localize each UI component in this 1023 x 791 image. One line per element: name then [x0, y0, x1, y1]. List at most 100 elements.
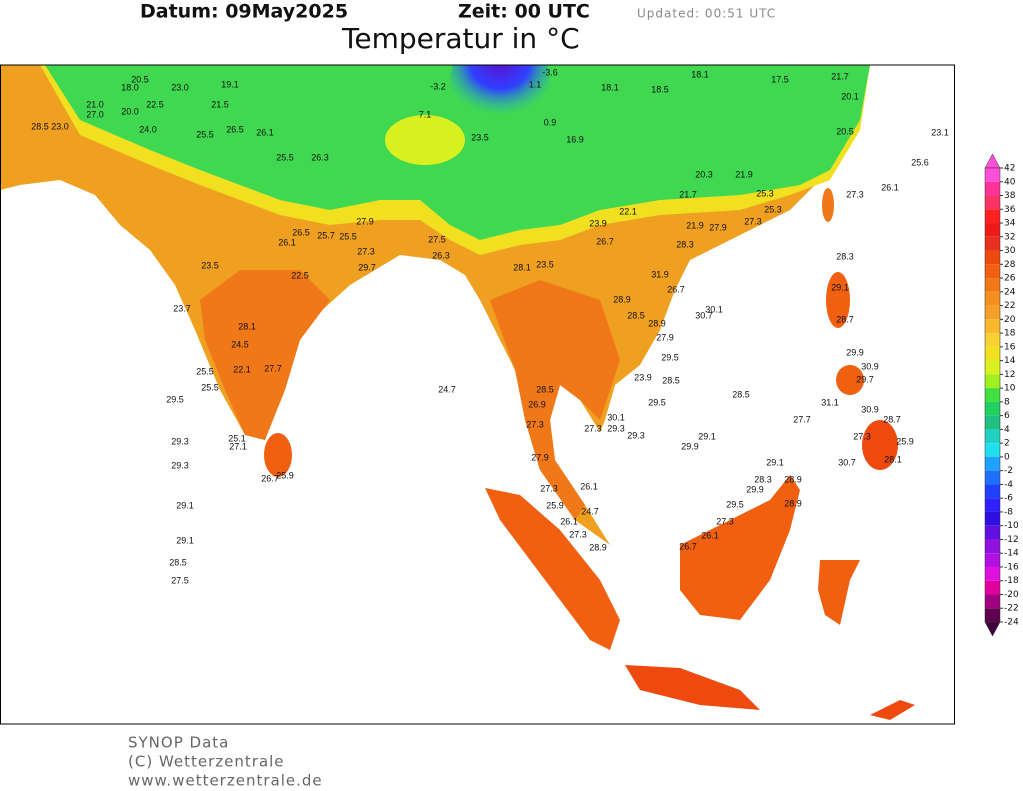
- warm-zone: [490, 280, 620, 520]
- station-reading: 20.0: [121, 106, 139, 116]
- station-reading: 27.3: [526, 419, 544, 429]
- station-reading: 29.5: [661, 352, 679, 362]
- station-reading: 26.7: [667, 284, 685, 294]
- station-reading: 25.9: [546, 500, 564, 510]
- station-reading: 28.3: [754, 474, 772, 484]
- stations: 20.518.0 23.0 19.121.0 22.527.0 20.021.528.5…: [31, 67, 949, 585]
- island: [870, 700, 915, 720]
- updated: Updated: 00:51 UTC: [637, 7, 776, 21]
- colorbar-segment: [985, 168, 1000, 182]
- station-reading: 26.5: [292, 227, 310, 237]
- colorbar-label: -8: [1004, 507, 1013, 517]
- station-reading: 27.5: [171, 575, 189, 585]
- colorbar-segment: [985, 360, 1000, 375]
- colorbar-segment: [985, 429, 1000, 444]
- colorbar-label: 38: [1004, 191, 1016, 201]
- colorbar-segment: [985, 278, 1000, 292]
- station-reading: 27.7: [264, 363, 282, 373]
- station-reading: 21.9: [735, 169, 753, 179]
- station-reading: 30.9: [861, 404, 879, 414]
- station-reading: 27.7: [793, 414, 811, 424]
- station-reading: 27.3: [357, 246, 375, 256]
- station-reading: 23.5: [201, 260, 219, 270]
- colorbar-label: 18: [1004, 329, 1016, 339]
- colorbar-label: 26: [1004, 274, 1016, 284]
- station-reading: 29.1: [698, 431, 716, 441]
- station-reading: 23.5: [536, 259, 554, 269]
- colorbar-label: 12: [1004, 370, 1015, 380]
- colorbar-segment: [985, 291, 1000, 306]
- station-reading: 24.0: [139, 124, 157, 134]
- sulawesi: [818, 560, 860, 625]
- station-reading: 29.5: [166, 394, 184, 404]
- colorbar-label: -24: [1004, 618, 1019, 628]
- colorbar-segment: [985, 333, 1000, 347]
- colorbar-segment: [985, 594, 1000, 609]
- station-reading: 27.5: [428, 234, 446, 244]
- colorbar-label: 22: [1004, 301, 1015, 311]
- station-reading: 29.3: [171, 460, 189, 470]
- station-reading: 22.1: [619, 206, 637, 216]
- station-reading: 28.5: [662, 375, 680, 385]
- station-reading: 23.7: [173, 303, 191, 313]
- station-reading: 28.9: [613, 294, 631, 304]
- station-reading: 27.9: [531, 452, 549, 462]
- colorbar-segment: [985, 388, 1000, 402]
- colorbar-label: -18: [1004, 576, 1019, 586]
- station-reading: -3.6: [542, 67, 558, 77]
- colorbar-label: 42: [1004, 164, 1015, 174]
- colorbar-label: 8: [1004, 397, 1010, 407]
- station-reading: 28.1: [884, 454, 902, 464]
- station-reading: 25.9: [896, 436, 914, 446]
- station-reading: 30.7: [695, 310, 713, 320]
- station-reading: 28.5: [169, 557, 187, 567]
- colorbar-segment: [985, 223, 1000, 237]
- station-reading: 22.1: [233, 364, 251, 374]
- footer-source: SYNOP Data: [128, 734, 229, 752]
- station-reading: 25.5: [339, 231, 357, 241]
- station-reading: 1.1: [529, 79, 542, 89]
- station-reading: 29.7: [856, 374, 874, 384]
- station-reading: 25.3: [764, 204, 782, 214]
- station-reading: 29.1: [176, 500, 194, 510]
- colorbar-segment: [985, 608, 1000, 622]
- footer-copyright: (C) Wetterzentrale: [128, 753, 285, 771]
- station-reading: 26.7: [596, 236, 614, 246]
- cold-zone: [450, 65, 550, 125]
- colorbar-segment: [985, 443, 1000, 457]
- colorbar-tip: [984, 621, 1001, 637]
- station-reading: 23.1: [931, 127, 949, 137]
- colorbar-label: -2: [1004, 466, 1013, 476]
- station-reading: 20.3: [695, 169, 713, 179]
- station-reading: 26.1: [580, 481, 598, 491]
- station-reading: 25.5: [276, 152, 294, 162]
- station-reading: 26.1: [881, 182, 899, 192]
- station-reading: 21.9: [686, 220, 704, 230]
- colorbar-segment: [985, 498, 1000, 512]
- date: Datum: 09May2025: [140, 1, 348, 23]
- island: [836, 365, 864, 395]
- station-reading: 30.7: [838, 457, 856, 467]
- time: Zeit: 00 UTC: [458, 1, 590, 23]
- station-reading: 23.5: [471, 132, 489, 142]
- station-reading: 19.1: [221, 79, 239, 89]
- station-reading: 27.3: [569, 529, 587, 539]
- station-reading: 28.9: [784, 474, 802, 484]
- sumatra: [485, 488, 620, 650]
- colorbar-segment: [985, 580, 1000, 595]
- colorbar-label: 4: [1004, 425, 1010, 435]
- colorbar-segment: [985, 209, 1000, 224]
- station-reading: 26.7: [679, 541, 697, 551]
- colorbar: 424038363432302826242220181614121086420-…: [984, 153, 1019, 637]
- colorbar-segment: [985, 415, 1000, 430]
- station-reading: 25.5: [196, 129, 214, 139]
- colorbar-label: 34: [1004, 219, 1016, 229]
- station-reading: 27.3: [744, 216, 762, 226]
- colorbar-segment: [985, 250, 1000, 265]
- colorbar-label: 36: [1004, 205, 1016, 215]
- colorbar-label: 6: [1004, 411, 1010, 421]
- station-reading: 16.9: [566, 134, 584, 144]
- station-reading: 23.9: [589, 218, 607, 228]
- station-reading: 26.1: [701, 530, 719, 540]
